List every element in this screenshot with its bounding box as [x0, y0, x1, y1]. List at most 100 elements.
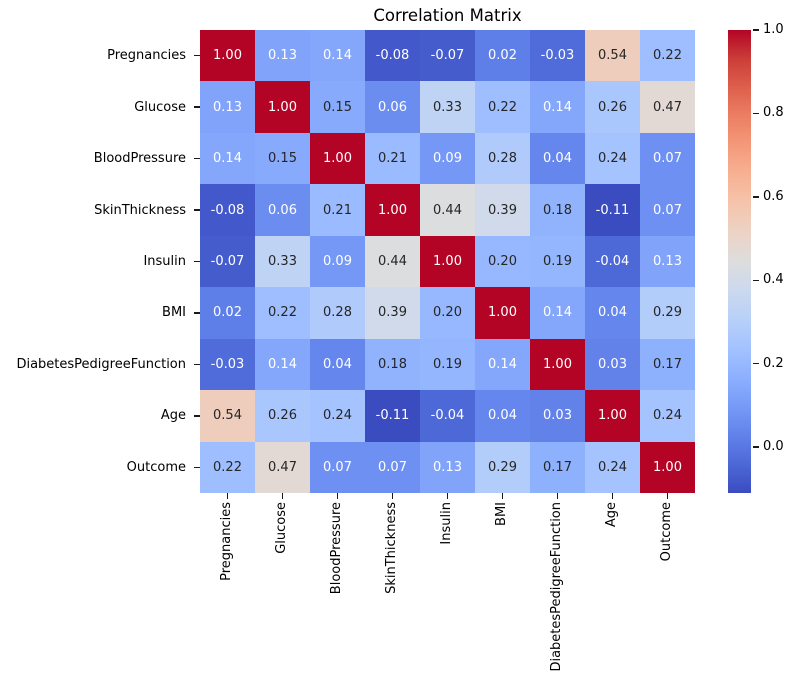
x-tick-slot: [365, 493, 420, 499]
heatmap-cell: 0.22: [200, 441, 255, 493]
heatmap-cell: 0.22: [255, 287, 310, 339]
x-axis-label: Glucose: [274, 502, 290, 554]
colorbar-tick-mark: [753, 29, 759, 31]
x-axis-label: Insulin: [439, 502, 455, 545]
heatmap-cell: 0.47: [640, 81, 695, 133]
heatmap-cell: 0.22: [640, 30, 695, 82]
heatmap-cell: 0.54: [585, 30, 640, 82]
heatmap-cell: 0.09: [420, 132, 475, 185]
heatmap-cell: 0.26: [255, 390, 310, 442]
heatmap-cell: 0.44: [420, 184, 475, 236]
x-tick-mark: [391, 493, 394, 499]
x-axis-label: BloodPressure: [329, 502, 345, 595]
y-axis-label: Insulin: [143, 253, 186, 269]
x-tick-slot: [420, 493, 475, 499]
heatmap-cell: 0.21: [310, 184, 365, 236]
heatmap-cell: 0.13: [420, 441, 475, 493]
y-tick-mark: [194, 312, 200, 314]
heatmap-cell: 0.14: [200, 132, 255, 185]
heatmap-cell: 0.07: [365, 441, 420, 493]
heatmap-cell: 0.07: [640, 184, 695, 236]
y-tick-slot: [194, 442, 200, 493]
y-tick-mark: [194, 209, 200, 211]
x-label-slot: Glucose: [255, 502, 310, 672]
heatmap-cell: -0.08: [365, 30, 420, 82]
heatmap-cell: 0.02: [475, 30, 530, 82]
colorbar-tick-label: 1.0: [763, 22, 784, 37]
heatmap-cell: -0.03: [530, 30, 585, 82]
heatmap-cell: 0.20: [420, 287, 475, 339]
heatmap-cell: 0.18: [365, 338, 420, 391]
x-tick-mark: [501, 493, 504, 499]
y-axis-label: Pregnancies: [107, 48, 186, 64]
x-axis-label: Outcome: [659, 502, 675, 562]
heatmap-cell: 0.06: [365, 81, 420, 133]
heatmap-cell: 0.54: [200, 390, 255, 442]
heatmap-cell: 0.24: [585, 441, 640, 493]
heatmap-cell: 0.14: [475, 338, 530, 391]
heatmap-cell: -0.04: [585, 235, 640, 288]
colorbar-tick-mark: [753, 196, 759, 198]
y-tick-slot: [194, 339, 200, 390]
colorbar-tick-label: 0.2: [763, 355, 784, 371]
heatmap-cell: 0.14: [530, 81, 585, 133]
x-label-slot: SkinThickness: [365, 502, 420, 672]
heatmap-cell: 0.02: [200, 287, 255, 339]
x-label-slot: Outcome: [640, 502, 695, 672]
y-tick-slot: [194, 236, 200, 287]
x-tick-mark: [611, 493, 614, 499]
x-tick-slot: [585, 493, 640, 499]
chart-title: Correlation Matrix: [373, 6, 522, 25]
y-tick-slot: [194, 133, 200, 184]
heatmap-cell: 0.04: [530, 132, 585, 185]
heatmap-cell: 0.47: [255, 441, 310, 493]
heatmap-cell: 0.15: [255, 132, 310, 185]
x-axis-label: DiabetesPedigreeFunction: [549, 502, 565, 672]
x-tick-mark: [666, 493, 669, 499]
heatmap-cell: -0.08: [200, 184, 255, 236]
y-tick-slot: [194, 81, 200, 132]
heatmap-cell: 0.14: [310, 30, 365, 82]
x-tick-slot: [640, 493, 695, 499]
y-axis-label: DiabetesPedigreeFunction: [16, 356, 186, 372]
heatmap-cell: -0.07: [200, 235, 255, 288]
x-tick-mark: [226, 493, 229, 499]
heatmap-cell: 0.21: [365, 132, 420, 185]
x-tick-slot: [475, 493, 530, 499]
x-label-slot: Age: [585, 502, 640, 672]
y-tick-mark: [194, 260, 200, 263]
heatmap-cell: -0.11: [585, 184, 640, 236]
heatmap-cell: 0.19: [420, 338, 475, 391]
y-tick-mark: [194, 363, 200, 366]
x-tick-mark: [556, 493, 559, 499]
colorbar-gradient: [728, 30, 751, 493]
heatmap-grid: 1.00 0.13 0.14 -0.08 -0.07 0.02 -0.03 0.54 0.22 0…: [200, 30, 695, 493]
heatmap-cell: 1.00: [365, 184, 420, 236]
heatmap-cell: 0.13: [200, 81, 255, 133]
y-axis-label: Outcome: [126, 459, 186, 475]
heatmap-cell: 0.03: [530, 390, 585, 442]
y-tick-slot: [194, 287, 200, 338]
colorbar-tick-mark: [753, 446, 759, 448]
heatmap-cell: 0.29: [475, 441, 530, 493]
heatmap-cell: -0.11: [365, 390, 420, 442]
x-axis-label: Pregnancies: [219, 502, 235, 581]
x-tick-mark: [281, 493, 284, 499]
y-axis-label: SkinThickness: [94, 202, 186, 218]
heatmap-cell: 1.00: [310, 132, 365, 185]
heatmap-cell: 1.00: [200, 30, 255, 82]
colorbar-tick-mark: [753, 279, 759, 281]
x-label-slot: BloodPressure: [310, 502, 365, 672]
heatmap-cell: 0.13: [640, 235, 695, 288]
x-tick-slot: [310, 493, 365, 499]
colorbar-tick-label: 0.0: [763, 439, 784, 455]
colorbar-tick-mark: [753, 112, 759, 115]
x-tick-slot: [200, 493, 255, 499]
x-axis-tick-marks: [200, 493, 695, 499]
heatmap-cell: 0.03: [585, 338, 640, 391]
x-axis-label: Age: [604, 502, 620, 528]
heatmap-cell: 0.17: [530, 441, 585, 493]
heatmap-cell: 0.14: [530, 287, 585, 339]
y-axis-tick-marks: [194, 30, 200, 493]
